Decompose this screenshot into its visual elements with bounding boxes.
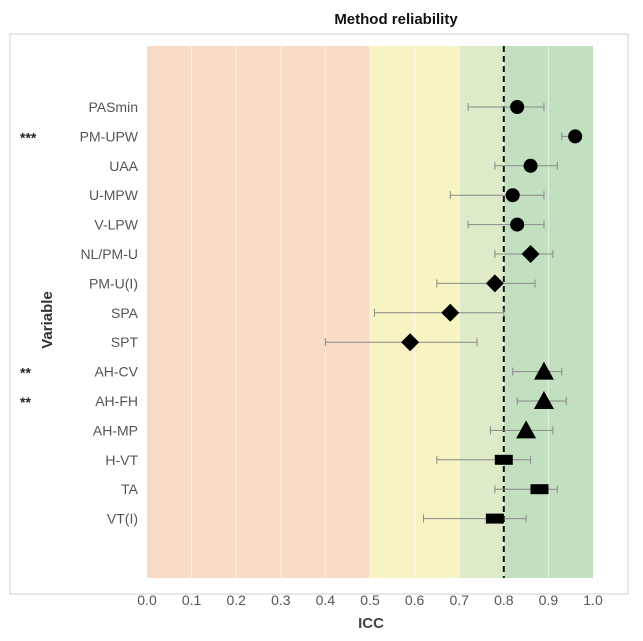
color-bands [147, 46, 593, 578]
significance-stars: ** [20, 365, 31, 381]
x-axis-label: ICC [358, 615, 384, 632]
triangle-marker [533, 391, 554, 409]
diamond-marker [521, 245, 540, 263]
circle-marker [568, 129, 583, 144]
category-label: AH-MP [93, 422, 138, 438]
gridlines [191, 46, 549, 578]
category-label: SPA [111, 305, 139, 321]
category-label: V-LPW [94, 217, 138, 233]
band-2 [459, 46, 504, 578]
circle-marker [505, 188, 520, 203]
x-tick-label: 0.1 [182, 592, 202, 608]
rect-marker [494, 454, 513, 465]
rect-marker [485, 513, 504, 524]
category-label: VT(I) [107, 511, 138, 527]
category-label: AH-CV [94, 364, 138, 380]
significance-stars: ** [20, 394, 31, 410]
rect-marker [530, 484, 549, 495]
x-tick-label: 0.8 [494, 592, 514, 608]
chart-title: Method reliability [334, 11, 458, 28]
x-tick-label: 1.0 [583, 592, 603, 608]
band-0 [147, 46, 370, 578]
diamond-marker [401, 333, 420, 352]
category-label: PASmin [88, 99, 138, 115]
significance-stars: *** [20, 129, 37, 145]
category-label: UAA [109, 158, 138, 174]
circle-marker [510, 100, 525, 114]
category-label: PM-U(I) [89, 275, 138, 291]
x-tick-label: 0.5 [360, 592, 380, 608]
category-label: U-MPW [89, 187, 139, 203]
circle-marker [510, 217, 525, 232]
x-tick-label: 0.2 [226, 592, 246, 608]
diamond-marker [441, 303, 460, 322]
triangle-marker [516, 420, 537, 439]
x-tick-label: 0.3 [271, 592, 291, 608]
data-markers [401, 100, 583, 524]
x-tick-label: 0.9 [539, 592, 559, 608]
x-tick-label: 0.7 [449, 592, 469, 608]
category-label: AH-FH [95, 393, 138, 409]
x-tick-label: 0.6 [405, 592, 425, 608]
y-axis-label: Variable [39, 291, 56, 349]
x-tick-labels: 0.0 0.1 0.2 0.3 0.4 0.5 0.6 0.7 0.8 0.9 1.0 [137, 592, 603, 608]
diamond-marker [485, 274, 504, 293]
category-label: TA [121, 481, 139, 497]
triangle-marker [533, 361, 554, 380]
circle-marker [523, 158, 538, 173]
category-label: H-VT [105, 452, 138, 468]
x-tick-label: 0.0 [137, 592, 157, 608]
category-labels: PASmin PM-UPW *** UAA U-MPW V-LPW NL/PM-U PM-U(… [20, 99, 139, 527]
x-tick-label: 0.4 [316, 592, 336, 608]
category-label: NL/PM-U [80, 246, 138, 262]
category-label: SPT [111, 334, 139, 350]
category-label: PM-UPW [80, 128, 139, 144]
